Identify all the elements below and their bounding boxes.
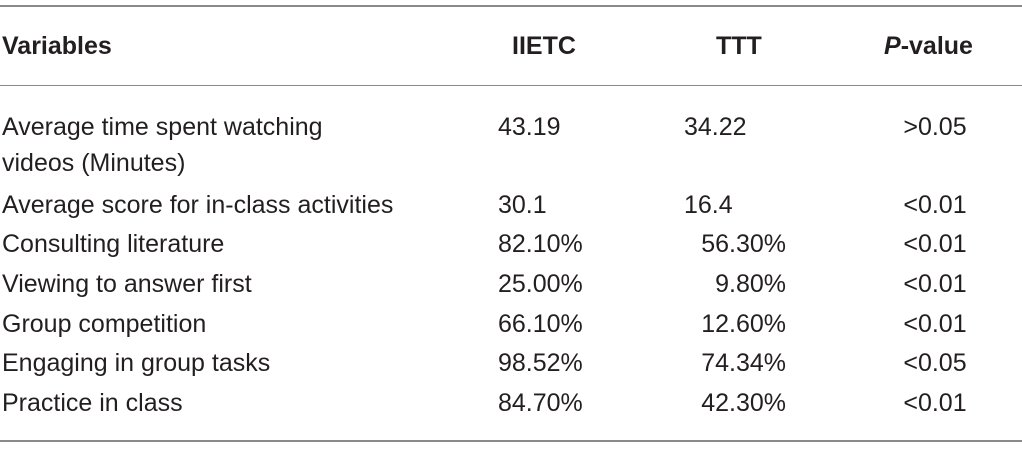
row-pvalue: <0.01: [903, 230, 967, 258]
row-pvalue: <0.01: [903, 389, 967, 417]
header-ttt: TTT: [716, 32, 762, 60]
row-pvalue: <0.01: [903, 310, 967, 338]
row-ttt: 16.4: [684, 191, 733, 219]
row-pvalue: <0.05: [903, 349, 967, 377]
header-variables: Variables: [2, 32, 112, 60]
row-variable: Average score for in-class activities: [2, 191, 394, 219]
row-ttt: 42.30%: [701, 389, 786, 417]
row-pvalue: >0.05: [903, 113, 967, 141]
row-variable: Group competition: [2, 310, 207, 338]
bottom-rule: [0, 440, 1022, 442]
row-variable: Engaging in group tasks: [2, 349, 271, 377]
row-iietc: 25.00%: [498, 270, 583, 298]
row-iietc: 84.70%: [498, 389, 583, 417]
header-iietc: IIETC: [512, 32, 576, 60]
row-ttt: 74.34%: [701, 349, 786, 377]
top-rule: [0, 5, 1022, 7]
row-variable-continued: videos (Minutes): [2, 149, 186, 177]
row-variable: Practice in class: [2, 389, 183, 417]
row-iietc: 82.10%: [498, 230, 583, 258]
row-iietc: 30.1: [498, 191, 547, 219]
header-pvalue-rest: -value: [900, 32, 973, 60]
header-rule: [0, 85, 1022, 86]
row-iietc: 98.52%: [498, 349, 583, 377]
row-variable: Average time spent watching: [2, 113, 323, 141]
row-ttt: 34.22: [684, 113, 747, 141]
row-pvalue: <0.01: [903, 270, 967, 298]
row-iietc: 43.19: [498, 113, 561, 141]
row-variable: Consulting literature: [2, 230, 225, 258]
header-pvalue-p: P: [884, 32, 901, 60]
row-ttt: 9.80%: [715, 270, 786, 298]
row-ttt: 56.30%: [701, 230, 786, 258]
row-pvalue: <0.01: [903, 191, 967, 219]
row-ttt: 12.60%: [701, 310, 786, 338]
row-variable: Viewing to answer first: [2, 270, 252, 298]
row-iietc: 66.10%: [498, 310, 583, 338]
header-pvalue: P-value: [884, 28, 973, 64]
